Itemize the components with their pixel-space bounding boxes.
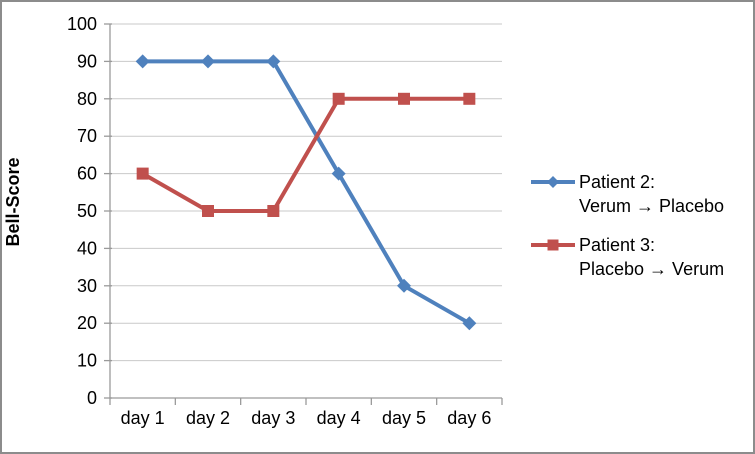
y-tick-label: 100 xyxy=(67,14,97,34)
y-tick-label: 80 xyxy=(77,89,97,109)
y-tick-label: 10 xyxy=(77,351,97,371)
data-point-square[interactable] xyxy=(202,205,214,217)
legend-label-patient3: Patient 3: Placebo → Verum xyxy=(579,233,724,281)
y-tick-label: 0 xyxy=(87,388,97,408)
legend-entry-patient3[interactable]: Patient 3: Placebo → Verum xyxy=(531,233,724,281)
data-point-diamond[interactable] xyxy=(397,278,411,293)
data-point-square[interactable] xyxy=(332,92,345,105)
data-point-square[interactable] xyxy=(398,92,410,105)
axes xyxy=(104,23,503,405)
y-tick-label: 60 xyxy=(77,164,97,184)
data-point-square[interactable] xyxy=(463,92,476,105)
diamond-marker-icon xyxy=(547,176,559,188)
series-line-1[interactable] xyxy=(141,96,470,213)
series-line-0[interactable] xyxy=(142,59,471,325)
y-tick-label: 70 xyxy=(77,126,97,146)
data-point-square[interactable] xyxy=(267,205,280,217)
legend-label-line1: Patient 3: xyxy=(579,235,656,255)
series-layer[interactable] xyxy=(135,54,477,331)
x-tick-label: day 5 xyxy=(382,408,426,428)
x-tick-label: day 6 xyxy=(447,408,491,428)
legend-marker-square-icon xyxy=(531,239,575,251)
data-point-square[interactable] xyxy=(136,167,149,180)
y-tick-label: 20 xyxy=(77,313,97,333)
data-point-diamond[interactable] xyxy=(331,166,346,181)
data-point-diamond[interactable] xyxy=(135,54,150,69)
y-tick-label: 40 xyxy=(77,238,97,258)
legend-label-line2: Placebo → Verum xyxy=(579,259,725,279)
gridlines xyxy=(110,23,502,362)
y-tick-label: 50 xyxy=(77,201,97,221)
legend-label-line1: Patient 2: xyxy=(579,172,656,192)
legend-label-line2: Verum → Placebo xyxy=(579,196,725,216)
legend-marker-diamond-icon xyxy=(531,176,575,188)
legend: Patient 2: Verum → Placebo Patient 3: Pl… xyxy=(531,170,724,281)
legend-label-patient2: Patient 2: Verum → Placebo xyxy=(579,170,724,218)
y-axis-tick-labels: 0 10 20 30 40 50 60 70 80 90 100 xyxy=(67,14,97,408)
x-tick-label: day 2 xyxy=(186,408,230,428)
y-axis-title: Bell-Score xyxy=(3,157,23,246)
square-marker-icon xyxy=(547,239,559,251)
y-tick-label: 90 xyxy=(77,51,97,71)
x-tick-label: day 3 xyxy=(251,408,295,428)
x-tick-label: day 1 xyxy=(121,408,165,428)
x-axis-tick-labels: day 1 day 2 day 3 day 4 day 5 day 6 xyxy=(121,408,492,428)
data-point-diamond[interactable] xyxy=(201,54,215,69)
x-tick-label: day 4 xyxy=(317,408,361,428)
y-tick-label: 30 xyxy=(77,276,97,296)
data-point-diamond[interactable] xyxy=(266,54,281,69)
data-point-diamond[interactable] xyxy=(462,316,477,331)
legend-entry-patient2[interactable]: Patient 2: Verum → Placebo xyxy=(531,170,724,218)
